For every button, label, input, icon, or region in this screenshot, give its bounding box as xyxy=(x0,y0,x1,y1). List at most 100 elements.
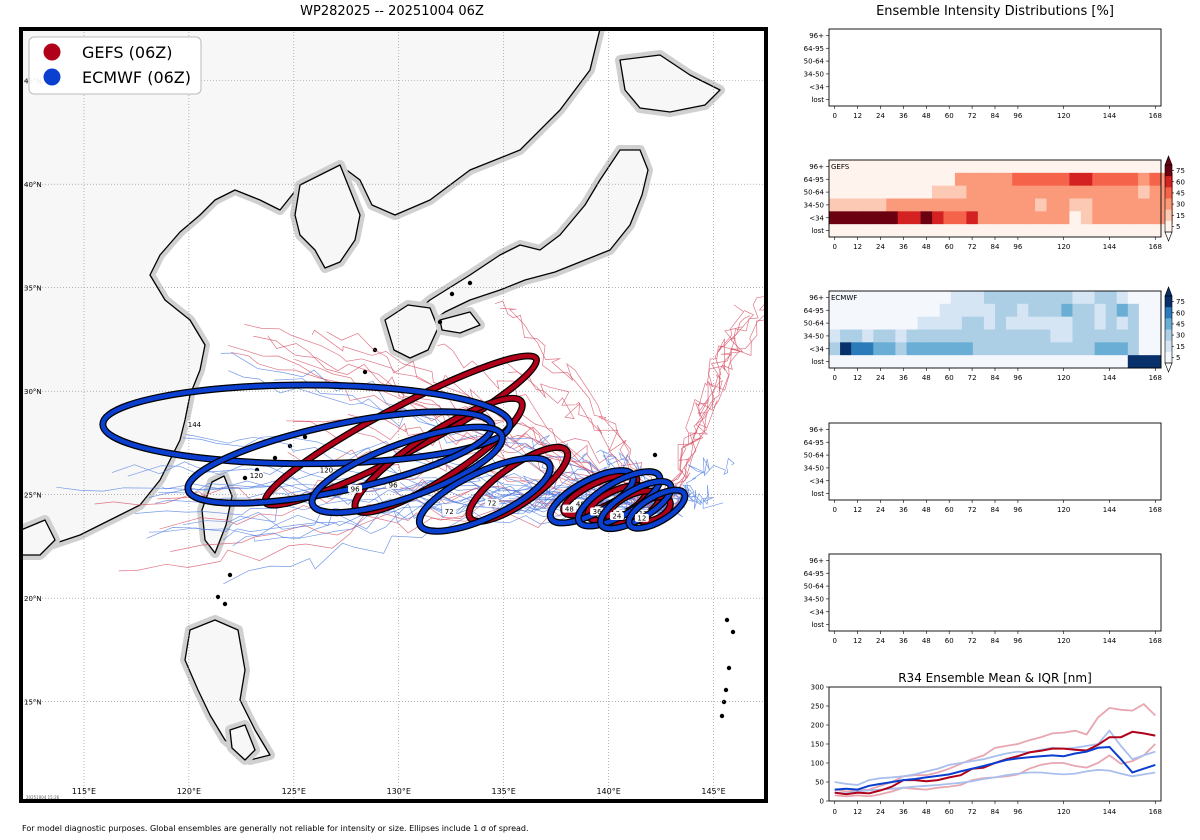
heatmap-cell xyxy=(1061,316,1073,330)
lat-label: 20°N xyxy=(24,595,42,603)
heatmap-cell xyxy=(943,198,956,212)
colorbar-tick-label: 30 xyxy=(1176,332,1185,340)
hour-tick-label: 60 xyxy=(945,112,954,120)
heatmap-cell xyxy=(928,303,941,318)
heatmap-cell xyxy=(840,172,853,187)
heatmap-cell xyxy=(983,329,996,343)
heatmap-cell xyxy=(1023,224,1036,238)
intensity-category-label: 34-50 xyxy=(804,332,824,340)
heatmap-cell xyxy=(1035,185,1048,199)
ellipse-hour-label: 24 xyxy=(612,513,621,521)
heatmap-cell xyxy=(1061,303,1073,318)
r34-ytick-label: 100 xyxy=(811,760,824,768)
heatmap-cell xyxy=(1061,291,1073,305)
hour-tick-label: 84 xyxy=(991,506,1000,514)
hour-tick-label: 48 xyxy=(922,112,931,120)
heatmap-cell xyxy=(950,303,963,318)
heatmap-cell xyxy=(1103,224,1116,238)
island-10 xyxy=(242,475,248,481)
intensity-category-label: 50-64 xyxy=(804,58,825,66)
heatmap-cell xyxy=(1023,198,1036,212)
heatmap-cell xyxy=(840,316,852,330)
intensity-category-label: 64-95 xyxy=(804,570,824,578)
heatmap-cell xyxy=(977,160,990,174)
heatmap-cell xyxy=(995,291,1007,305)
hour-tick-label: 36 xyxy=(899,637,908,645)
heatmap-cell xyxy=(1050,355,1062,369)
heatmap-cell xyxy=(1138,224,1151,238)
heatmap-cell xyxy=(1127,329,1140,343)
heatmap-cell xyxy=(840,342,852,356)
japan-shikoku xyxy=(439,311,481,334)
heatmap-cell xyxy=(829,342,841,356)
r34-xtick-label: 84 xyxy=(991,808,1000,816)
intensity-panel-1: 96+ 64-95 50-64 34-50 <34 lost 0 12 24 36 48 60 72 84… xyxy=(804,28,1162,120)
heatmap-cell xyxy=(829,198,841,212)
heatmap-cell xyxy=(928,329,941,343)
heatmap-cell xyxy=(1050,316,1062,330)
taiwan xyxy=(201,475,233,554)
heatmap-cell xyxy=(1000,198,1013,212)
heatmap-cell xyxy=(1023,211,1036,225)
heatmap-cell xyxy=(1072,329,1085,343)
heatmap-cell xyxy=(920,172,933,187)
heatmap-cell xyxy=(1006,291,1018,305)
heatmap-cell xyxy=(1057,224,1070,238)
lat-label: 35°N xyxy=(24,285,42,293)
heatmap-cell xyxy=(897,172,910,187)
heatmap-cell xyxy=(950,355,963,369)
member-track xyxy=(111,461,674,510)
heatmap-cell xyxy=(1057,211,1070,225)
ellipse-hour-label: 48 xyxy=(576,501,585,509)
hour-tick-label: 0 xyxy=(832,374,836,382)
heatmap-cell xyxy=(1103,198,1116,212)
heatmap-cell xyxy=(909,224,922,238)
heatmap-cell xyxy=(920,211,933,225)
hour-tick-label: 48 xyxy=(922,374,931,382)
heatmap-cell xyxy=(950,342,963,356)
heatmap-cell xyxy=(917,329,930,343)
heatmap-cell xyxy=(983,291,996,305)
member-track xyxy=(500,308,666,511)
heatmap-cell xyxy=(1069,160,1082,174)
hour-tick-label: 96 xyxy=(1013,374,1022,382)
heatmap-cell xyxy=(1103,185,1116,199)
heatmap-cell xyxy=(1012,160,1025,174)
heatmap-cell xyxy=(1069,172,1082,187)
colorbar-tick-label: 45 xyxy=(1176,320,1185,328)
land-masses xyxy=(21,29,736,765)
ellipse-ecmwf-72h: 72 xyxy=(415,454,554,535)
heatmap-cell xyxy=(977,211,990,225)
hour-tick-label: 168 xyxy=(1149,243,1162,251)
heatmap-cell xyxy=(1149,185,1162,199)
heatmap-cell xyxy=(1149,316,1162,330)
intensity-category-label: lost xyxy=(811,227,824,235)
heatmap-cell xyxy=(829,211,841,225)
heatmap-cell xyxy=(1138,172,1151,187)
heatmap-cell xyxy=(1000,185,1013,199)
heatmap-cell xyxy=(995,329,1007,343)
island-18 xyxy=(215,594,221,600)
heatmap-cell xyxy=(1092,160,1105,174)
heatmap-cell xyxy=(920,160,933,174)
heatmap-cell xyxy=(874,224,887,238)
heatmap-cell xyxy=(909,211,922,225)
hour-tick-label: 144 xyxy=(1103,243,1117,251)
intensity-category-label: lost xyxy=(811,96,824,104)
heatmap-cell xyxy=(851,342,863,356)
heatmap-cell xyxy=(909,185,922,199)
intensity-category-label: 50-64 xyxy=(804,452,825,460)
heatmap-cell xyxy=(1057,160,1070,174)
japan-honshu xyxy=(394,149,649,331)
heatmap-cell xyxy=(1127,291,1140,305)
hour-tick-label: 96 xyxy=(1013,243,1022,251)
ellipse-hour-label: 72 xyxy=(445,508,454,516)
r34-line-ecmwf-iqr-lower xyxy=(834,768,1156,795)
intensity-category-label: 64-95 xyxy=(804,45,824,53)
intensity-category-label: 34-50 xyxy=(804,70,824,78)
heatmap-cell xyxy=(863,172,876,187)
heatmap-cell xyxy=(983,355,996,369)
heatmap-cell xyxy=(1127,355,1140,369)
map-grid-labels: 115°E120°E125°E130°E135°E140°E145°E45°N4… xyxy=(24,78,726,796)
heatmap-cell xyxy=(1126,224,1139,238)
